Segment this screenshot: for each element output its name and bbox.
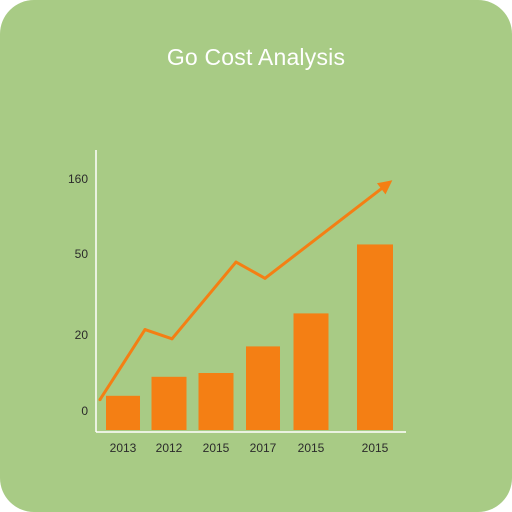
bar bbox=[293, 313, 329, 430]
y-tick-label: 20 bbox=[75, 328, 89, 342]
line-point bbox=[263, 276, 267, 280]
x-tick-label: 2015 bbox=[298, 441, 325, 455]
line-point bbox=[143, 328, 147, 332]
trend-line bbox=[98, 183, 388, 402]
line-point bbox=[98, 398, 102, 402]
x-tick-label: 2017 bbox=[250, 441, 277, 455]
line-point bbox=[234, 260, 238, 264]
bar bbox=[357, 244, 393, 430]
bar bbox=[246, 346, 280, 430]
x-tick-label: 2013 bbox=[110, 441, 137, 455]
line-point bbox=[170, 337, 174, 341]
y-tick-label: 50 bbox=[75, 247, 89, 261]
x-tick-label: 2015 bbox=[362, 441, 389, 455]
bar bbox=[198, 373, 234, 430]
chart-title: Go Cost Analysis bbox=[166, 44, 346, 70]
y-tick-label: 160 bbox=[68, 172, 88, 186]
bar bbox=[151, 376, 187, 430]
trend-arrow-icon bbox=[376, 180, 393, 195]
x-tick-label: 2012 bbox=[156, 441, 183, 455]
x-tick-label: 2015 bbox=[203, 441, 230, 455]
y-tick-label: 0 bbox=[81, 404, 88, 418]
bar bbox=[106, 395, 140, 430]
